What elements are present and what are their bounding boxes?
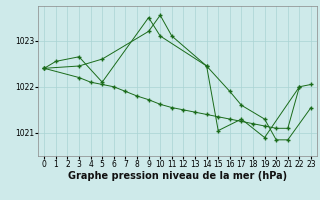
X-axis label: Graphe pression niveau de la mer (hPa): Graphe pression niveau de la mer (hPa) xyxy=(68,171,287,181)
